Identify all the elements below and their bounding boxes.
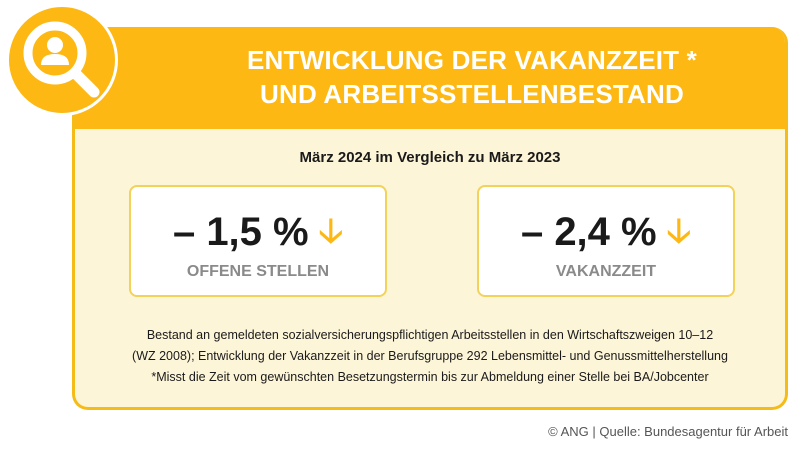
magnifier-person-icon xyxy=(6,4,118,116)
kpi-label: OFFENE STELLEN xyxy=(186,263,330,280)
arrow-down-icon: 🡣 xyxy=(666,212,692,250)
arrow-down-icon: 🡣 xyxy=(318,212,344,250)
kpi-vacancy-time: – 2,4 % 🡣 VAKANZZEIT xyxy=(477,185,735,297)
note-line-2: (WZ 2008); Entwicklung der Vakanzzeit in… xyxy=(132,349,728,363)
header-band: ENTWICKLUNG DER VAKANZZEIT * UND ARBEITS… xyxy=(75,27,785,129)
page-title: ENTWICKLUNG DER VAKANZZEIT * UND ARBEITS… xyxy=(179,43,765,111)
kpi-value: – 2,4 % xyxy=(520,210,657,254)
note-line-3: *Misst die Zeit vom gewünschten Besetzun… xyxy=(151,370,709,384)
title-line-2: UND ARBEITSSTELLENBESTAND xyxy=(260,79,684,109)
infographic-card: ENTWICKLUNG DER VAKANZZEIT * UND ARBEITS… xyxy=(72,27,788,410)
kpi-value: – 1,5 % xyxy=(172,210,309,254)
comparison-subtitle: März 2024 im Vergleich zu März 2023 xyxy=(299,149,561,166)
title-line-1: ENTWICKLUNG DER VAKANZZEIT * xyxy=(247,45,697,75)
source-credit: © ANG | Quelle: Bundesagentur für Arbeit xyxy=(548,424,788,439)
footnotes: Bestand an gemeldeten sozialversicherung… xyxy=(75,325,785,388)
kpi-label: VAKANZZEIT xyxy=(555,263,657,280)
note-line-1: Bestand an gemeldeten sozialversicherung… xyxy=(146,328,714,342)
kpi-open-positions: – 1,5 % 🡣 OFFENE STELLEN xyxy=(129,185,387,297)
